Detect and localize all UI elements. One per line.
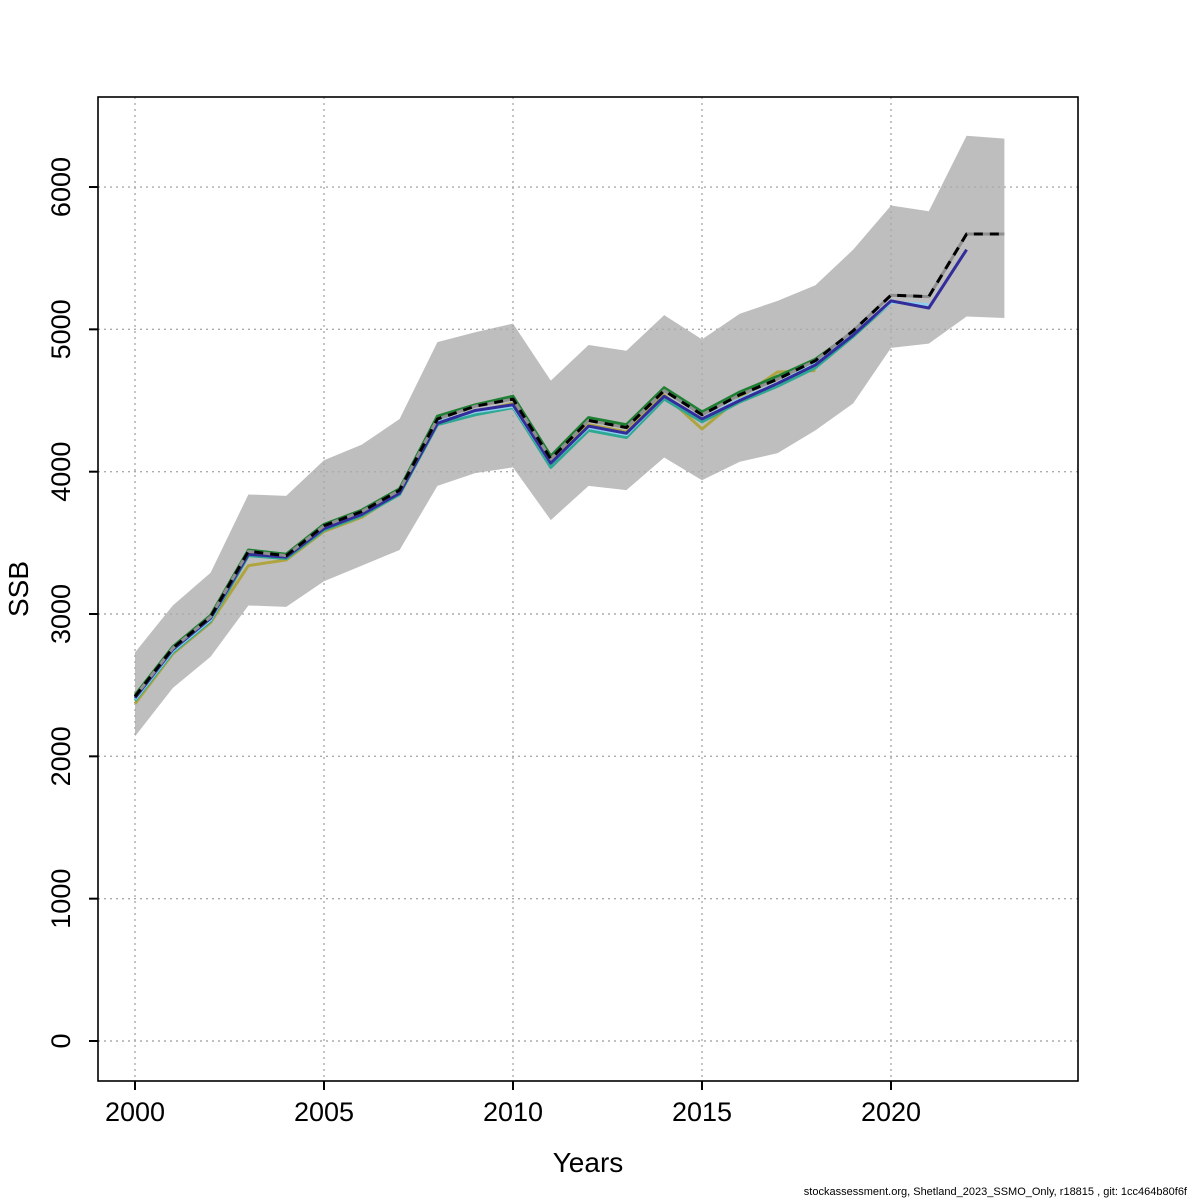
x-tick-label-2010: 2010 xyxy=(483,1097,543,1127)
y-tick-label-0: 0 xyxy=(46,1033,76,1048)
y-tick-label-5000: 5000 xyxy=(46,299,76,359)
y-axis-title: SSB xyxy=(3,561,34,617)
retro-peel-2022 xyxy=(133,248,968,699)
x-tick-label-2000: 2000 xyxy=(105,1097,165,1127)
y-tick-label-3000: 3000 xyxy=(46,584,76,644)
final-run-2023 xyxy=(133,232,1005,698)
y-tick-label-1000: 1000 xyxy=(46,869,76,929)
x-tick-label-2015: 2015 xyxy=(672,1097,732,1127)
plot-border xyxy=(97,96,1079,1082)
footer-attribution: stockassessment.org, Shetland_2023_SSMO_… xyxy=(804,1186,1188,1198)
y-tick-label-6000: 6000 xyxy=(46,157,76,217)
x-tick-label-2020: 2020 xyxy=(861,1097,921,1127)
y-tick-label-2000: 2000 xyxy=(46,726,76,786)
y-tick-label-4000: 4000 xyxy=(46,442,76,502)
x-axis-title: Years xyxy=(553,1147,624,1178)
x-tick-label-2005: 2005 xyxy=(294,1097,354,1127)
